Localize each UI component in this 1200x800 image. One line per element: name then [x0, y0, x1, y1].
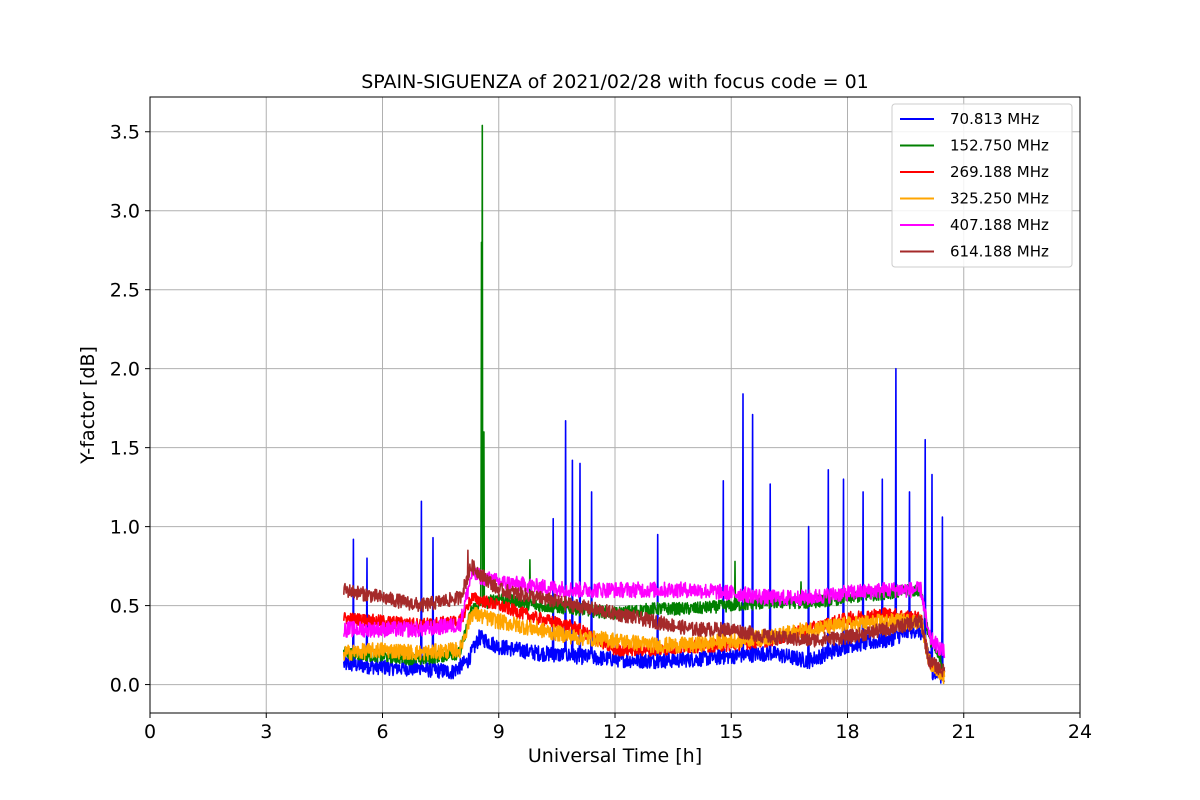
series-line	[343, 549, 946, 678]
x-tick-label: 3	[260, 721, 272, 743]
x-tick-label: 24	[1068, 721, 1092, 743]
x-tick-label: 9	[493, 721, 505, 743]
y-axis-title: Y-factor [dB]	[77, 346, 99, 465]
y-tick-label: 1.0	[110, 517, 140, 539]
y-tick-label: 1.5	[110, 438, 140, 460]
y-tick-label: 3.5	[110, 122, 140, 144]
series-line	[343, 606, 946, 685]
legend-label: 70.813 MHz	[950, 110, 1039, 128]
x-axis-title: Universal Time [h]	[528, 745, 702, 767]
y-tick-label: 2.5	[110, 280, 140, 302]
x-tick-label: 15	[719, 721, 743, 743]
chart-title: SPAIN-SIGUENZA of 2021/02/28 with focus …	[361, 71, 869, 93]
y-tick-label: 2.0	[110, 359, 140, 381]
x-tick-label: 0	[144, 721, 156, 743]
legend: 70.813 MHz 152.750 MHz 269.188 MHz 325.250 …	[891, 103, 1073, 268]
y-tick-label: 0.5	[110, 596, 140, 618]
legend-label: 269.188 MHz	[950, 163, 1049, 181]
y-tick-label: 3.0	[110, 201, 140, 223]
plot-series	[343, 124, 946, 685]
series-line	[343, 367, 946, 684]
legend-box	[891, 103, 1073, 268]
x-tick-label: 12	[603, 721, 627, 743]
legend-label: 407.188 MHz	[950, 216, 1049, 234]
y-tick-label: 0.0	[110, 675, 140, 697]
x-tick-label: 6	[376, 721, 388, 743]
legend-label: 152.750 MHz	[950, 137, 1049, 155]
series-line	[343, 566, 946, 659]
x-tick-label: 18	[835, 721, 859, 743]
axis-ticks: 0 3 6 9 12 15 18 21 24 0.0 0.5 1.0 1.5 2.0 2.5 3.0 3.5	[110, 122, 1092, 743]
legend-label: 325.250 MHz	[950, 190, 1049, 208]
legend-label: 614.188 MHz	[950, 243, 1049, 261]
x-tick-label: 21	[952, 721, 976, 743]
